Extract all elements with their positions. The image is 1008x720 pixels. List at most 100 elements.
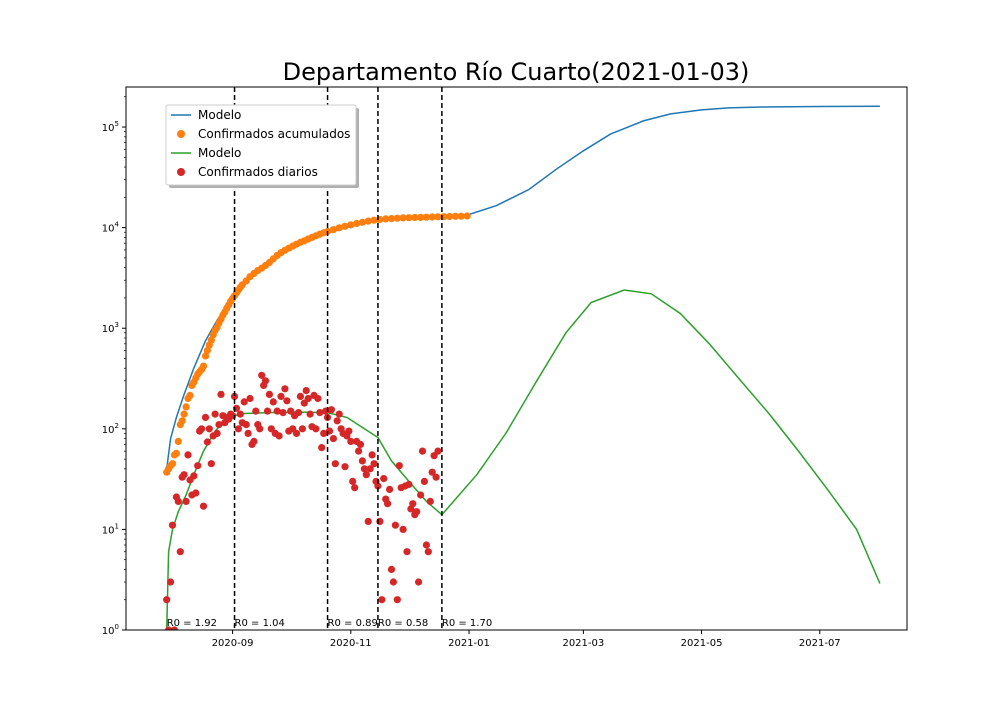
legend: Modelo Confirmados acumulados Modelo Confir… [165,104,359,188]
y-tick-label: 103 [102,321,119,335]
y-tick-label: 105 [102,120,119,134]
data-point-confirmados_diarios [256,425,264,433]
y-tick-exponent: 1 [115,522,119,530]
data-point-confirmados_diarios [265,390,273,398]
data-point-confirmados_diarios [386,485,394,493]
data-point-confirmados_diarios [167,578,175,586]
data-point-confirmados_diarios [263,407,272,415]
data-point-confirmados_diarios [261,377,270,385]
y-tick-label: 102 [102,422,119,436]
data-point-confirmados_acumulados [382,215,390,223]
data-point-confirmados_acumulados [180,410,188,418]
y-tick-exponent: 4 [115,221,120,229]
legend-box [165,104,357,186]
data-point-confirmados_diarios [246,394,254,403]
y-tick-base: 10 [102,626,115,637]
data-point-confirmados_diarios [312,425,320,433]
legend-label: Modelo [198,108,241,122]
y-tick-exponent: 5 [115,120,119,128]
data-point-confirmados_diarios [428,468,436,476]
data-point-confirmados_acumulados [178,417,186,425]
x-tick-label: 2021-03 [562,638,604,649]
data-point-confirmados_diarios [320,429,328,437]
data-point-confirmados_diarios [409,500,417,508]
data-point-confirmados_diarios [215,421,223,429]
data-point-confirmados_acumulados [446,212,454,221]
data-point-confirmados_diarios [331,460,339,468]
legend-label: Modelo [198,146,241,160]
data-point-confirmados_diarios [360,465,368,473]
data-point-confirmados_diarios [395,462,403,470]
data-point-confirmados_acumulados [335,224,343,232]
data-point-confirmados_acumulados [370,216,378,224]
data-point-confirmados_diarios [384,500,392,508]
data-point-confirmados_diarios [277,392,285,400]
data-point-confirmados_diarios [203,438,211,446]
data-point-confirmados_diarios [356,440,365,448]
r0-label: R0 = 1.70 [442,618,492,629]
data-point-confirmados_diarios [240,398,248,406]
data-point-confirmados_diarios [213,429,221,437]
data-point-confirmados_acumulados [172,449,180,457]
data-point-confirmados_diarios [399,525,407,534]
data-point-confirmados_diarios [242,421,250,429]
data-point-confirmados_diarios [368,451,376,459]
data-point-confirmados_acumulados [329,226,337,234]
data-point-confirmados_diarios [306,410,314,418]
data-point-confirmados_acumulados [387,215,396,223]
data-point-confirmados_acumulados [393,214,401,222]
data-point-confirmados_diarios [176,548,184,556]
y-tick-base: 10 [102,324,115,335]
data-point-confirmados_diarios [163,596,171,604]
data-point-confirmados_diarios [362,471,370,479]
data-point-confirmados_diarios [273,407,281,415]
y-tick-exponent: 2 [115,422,119,430]
data-point-confirmados_diarios [168,521,177,529]
y-tick-label: 100 [102,623,119,637]
data-point-confirmados_acumulados [417,213,425,221]
data-point-confirmados_diarios [198,425,206,433]
data-point-confirmados_diarios [292,429,301,437]
data-point-confirmados_diarios [345,427,353,435]
data-point-confirmados_diarios [269,398,277,406]
data-point-confirmados_diarios [424,548,432,556]
data-point-confirmados_diarios [380,475,388,483]
r0-label: R0 = 1.04 [235,618,285,629]
data-point-confirmados_diarios [393,596,401,604]
data-point-confirmados_diarios [364,517,372,526]
data-point-confirmados_diarios [201,413,210,421]
data-point-confirmados_acumulados [203,346,211,355]
data-point-confirmados_acumulados [422,213,430,221]
chart-title: Departamento Río Cuarto(2021-01-03) [283,58,750,86]
plot-area: R0 = 1.92 R0 = 1.04 R0 = 0.89 R0 = 0.58 R0 =… [163,87,881,630]
data-point-confirmados_acumulados [405,214,413,222]
data-point-confirmados_diarios [418,447,427,455]
data-point-confirmados_diarios [389,578,397,586]
data-point-confirmados_diarios [318,444,326,452]
data-point-confirmados_diarios [432,473,440,481]
data-point-confirmados_diarios [283,397,291,405]
data-point-confirmados_diarios [279,409,287,417]
data-point-confirmados_acumulados [451,212,460,220]
data-point-confirmados_diarios [378,596,386,604]
data-point-confirmados_diarios [194,462,202,470]
data-point-confirmados_diarios [374,482,382,490]
data-point-confirmados_acumulados [358,218,366,226]
data-point-confirmados_acumulados [399,214,407,222]
data-point-confirmados_diarios [190,472,198,480]
data-point-confirmados_diarios [252,407,260,415]
data-point-confirmados_diarios [302,387,310,395]
data-point-confirmados_diarios [370,460,378,468]
data-point-confirmados_diarios [327,406,335,414]
data-point-confirmados_diarios [304,394,312,403]
y-tick-base: 10 [102,425,115,436]
data-point-confirmados_diarios [199,502,208,510]
data-point-confirmados_acumulados [428,213,436,221]
data-point-confirmados_diarios [335,410,343,418]
data-point-confirmados_diarios [341,463,349,471]
data-point-confirmados_diarios [413,508,421,516]
data-point-confirmados_diarios [417,491,425,499]
data-point-confirmados_acumulados [186,391,194,399]
x-tick-label: 2020-11 [330,638,372,649]
data-point-confirmados_diarios [258,371,266,379]
